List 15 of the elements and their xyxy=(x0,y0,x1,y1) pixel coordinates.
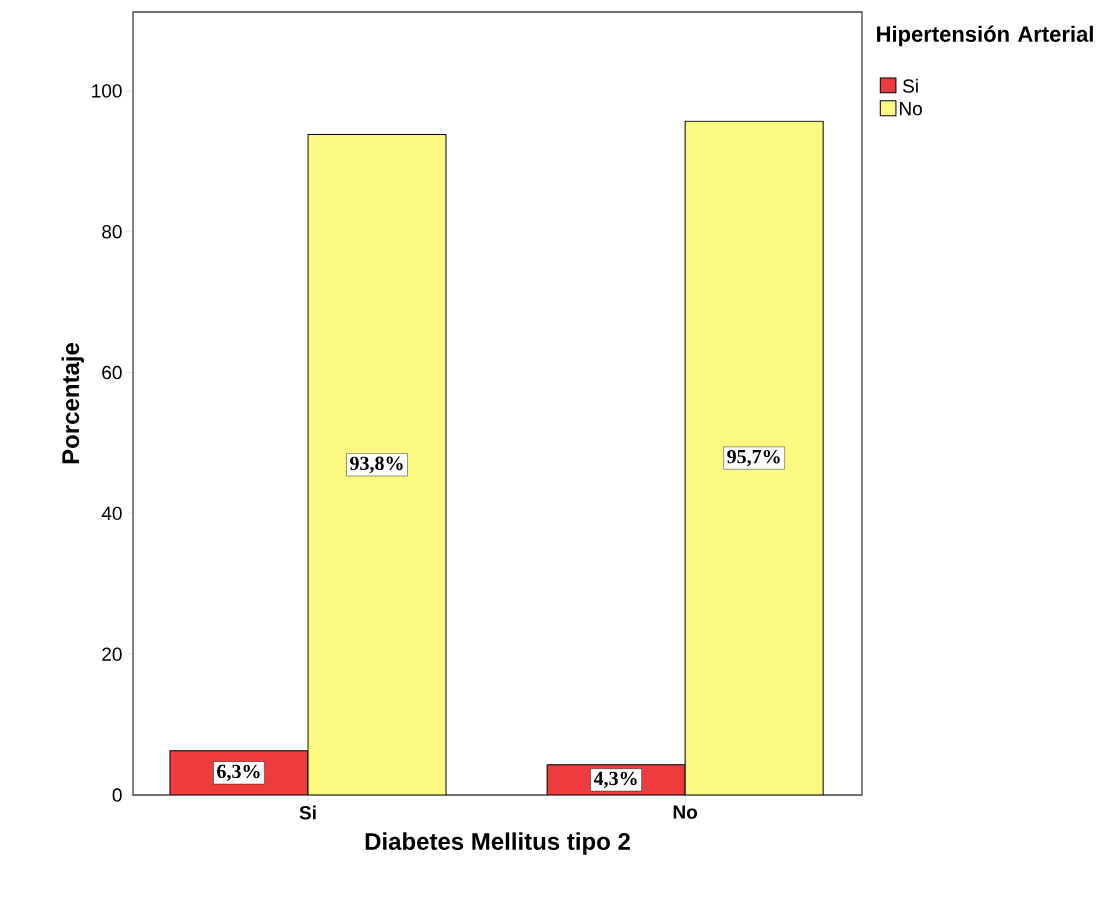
y-tick-label: 20 xyxy=(102,647,122,661)
x-axis-title: Diabetes Mellitus tipo 2 xyxy=(365,832,630,855)
y-tick-label: 40 xyxy=(101,506,122,521)
data-label: 4,3% xyxy=(593,771,637,789)
data-label: 93,8% xyxy=(350,456,403,473)
data-label: 6,3% xyxy=(217,764,260,782)
legend-label: No xyxy=(899,102,922,116)
y-tick-label: 0 xyxy=(112,788,122,802)
y-tick-label: 80 xyxy=(102,224,122,239)
y-tick-label: 100 xyxy=(92,84,122,98)
y-axis-title: Porcentaje xyxy=(61,342,84,464)
y-tick-label: 60 xyxy=(102,365,122,380)
legend-label: Si xyxy=(903,78,918,93)
data-label: 95,7% xyxy=(727,449,780,467)
legend-title: Hipertensión Arterial xyxy=(877,25,1093,47)
